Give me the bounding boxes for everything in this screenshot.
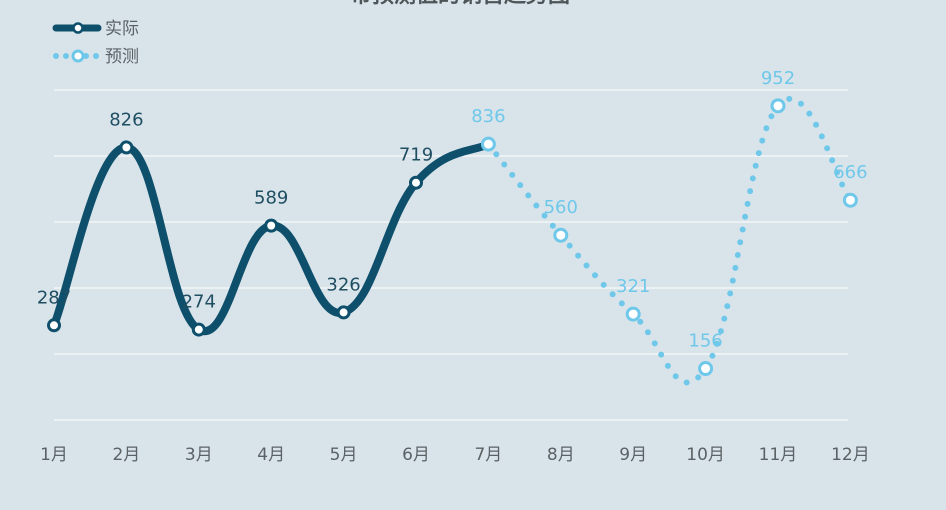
- x-tick-label: 12月: [831, 445, 870, 465]
- legend-item-forecast[interactable]: 预测: [53, 47, 139, 67]
- legend: 实际 预测: [52, 19, 139, 67]
- data-label-actual: 287: [37, 287, 71, 308]
- data-label-forecast: 666: [833, 162, 867, 183]
- gridlines: [54, 89, 848, 421]
- x-tick-label: 6月: [402, 445, 430, 465]
- data-point-forecast[interactable]: [625, 306, 641, 322]
- data-point-actual[interactable]: [264, 218, 279, 233]
- x-tick-label: 3月: [185, 445, 213, 465]
- data-point-forecast[interactable]: [553, 227, 569, 243]
- data-label-actual: 719: [399, 145, 433, 166]
- data-point-forecast[interactable]: [698, 361, 714, 377]
- data-point-actual[interactable]: [191, 322, 206, 337]
- data-point-actual[interactable]: [47, 318, 61, 333]
- data-label-actual: 589: [254, 188, 288, 209]
- data-labels: 287 826 274 589 326 719 836 560 321 156 952 666: [37, 68, 868, 352]
- data-point-forecast[interactable]: [770, 98, 786, 114]
- chart-title: 带预测值的销售趋势图: [350, 0, 570, 8]
- data-label-forecast: 560: [544, 197, 578, 218]
- series-lines: [50, 95, 854, 386]
- data-label-actual: 326: [326, 274, 360, 295]
- data-label-forecast: 836: [471, 106, 505, 127]
- legend-item-actual[interactable]: 实际: [52, 19, 139, 39]
- series-line-forecast: [485, 95, 854, 386]
- x-tick-label: 9月: [619, 445, 647, 465]
- x-axis-ticks: 1月 2月 3月 4月 5月 6月 7月 8月 9月 10月 11月 12月: [40, 445, 870, 465]
- x-tick-label: 4月: [257, 445, 285, 465]
- data-point-actual[interactable]: [336, 305, 351, 320]
- x-tick-label: 11月: [759, 445, 798, 465]
- x-tick-label: 8月: [547, 445, 575, 465]
- data-point-forecast[interactable]: [480, 136, 496, 152]
- data-point-actual[interactable]: [119, 140, 134, 155]
- data-label-forecast: 321: [616, 276, 650, 297]
- x-tick-label: 2月: [112, 445, 140, 465]
- data-label-forecast: 156: [688, 331, 722, 352]
- data-point-forecast[interactable]: [842, 192, 858, 208]
- data-label-actual: 274: [182, 292, 216, 313]
- x-tick-label: 10月: [686, 445, 725, 465]
- x-tick-label: 7月: [474, 445, 502, 465]
- legend-label-forecast: 预测: [105, 47, 139, 67]
- data-label-actual: 826: [109, 109, 143, 130]
- data-point-actual[interactable]: [409, 175, 423, 190]
- series-line-actual: [50, 140, 493, 336]
- legend-label-actual: 实际: [105, 19, 139, 39]
- data-points: [47, 98, 858, 377]
- x-tick-label: 1月: [40, 445, 68, 465]
- x-tick-label: 5月: [330, 445, 358, 465]
- data-label-forecast: 952: [761, 68, 795, 89]
